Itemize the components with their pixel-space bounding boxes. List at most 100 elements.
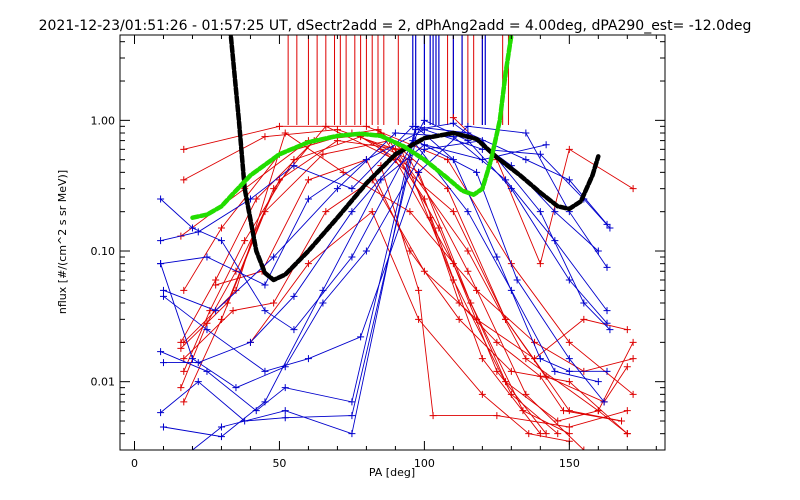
red-data-point: [618, 417, 626, 425]
blue-data-point: [600, 398, 608, 406]
blue-data-point: [290, 326, 298, 334]
blue-data-point: [194, 359, 202, 367]
red-data-point: [270, 299, 278, 307]
blue-data-point: [464, 208, 472, 216]
red-data-point: [177, 344, 185, 352]
red-data-point: [623, 407, 631, 415]
blue-data-point: [412, 126, 420, 134]
red-data-point: [507, 390, 515, 398]
red-data-point: [368, 208, 376, 216]
green-model-curve: [190, 35, 514, 220]
blue-series-line: [163, 144, 547, 438]
red-data-point: [623, 430, 631, 438]
red-data-point: [565, 430, 573, 438]
blue-data-point: [157, 348, 165, 356]
red-data-point: [304, 260, 312, 268]
blue-data-point: [565, 355, 573, 363]
red-data-point: [623, 363, 631, 371]
blue-data-point: [281, 384, 289, 392]
red-data-point: [281, 129, 289, 137]
blue-data-point: [348, 253, 356, 261]
blue-data-point: [157, 260, 165, 268]
red-data-point: [429, 412, 437, 420]
red-data-point: [455, 299, 463, 307]
red-data-point: [339, 168, 347, 176]
red-data-point: [565, 378, 573, 386]
blue-data-point: [281, 414, 289, 422]
red-data-point: [478, 355, 486, 363]
red-data-point: [464, 267, 472, 275]
blue-data-point: [391, 129, 399, 137]
blue-data-point: [188, 224, 196, 232]
blue-data-point: [212, 307, 220, 315]
red-data-point: [223, 299, 231, 307]
blue-data-point: [157, 237, 165, 245]
red-data-point: [449, 208, 457, 216]
red-data-point: [519, 407, 527, 415]
red-data-point: [415, 286, 423, 294]
red-data-point: [502, 315, 510, 323]
blue-data-point: [478, 156, 486, 164]
blue-data-point: [270, 253, 278, 261]
red-data-point: [580, 315, 588, 323]
plot-frame: [119, 34, 666, 451]
blue-data-point: [281, 407, 289, 415]
red-data-point: [629, 390, 637, 398]
blue-data-point: [594, 247, 602, 255]
red-series-line: [180, 129, 622, 422]
red-data-point: [426, 214, 434, 222]
red-data-point: [322, 208, 330, 216]
red-data-point: [594, 407, 602, 415]
blue-data-point: [246, 338, 254, 346]
blue-data-point: [536, 208, 544, 216]
blue-data-point: [159, 286, 167, 294]
red-series-line: [183, 129, 628, 435]
red-data-point: [304, 176, 312, 184]
blue-data-point: [203, 253, 211, 261]
red-data-point: [241, 237, 249, 245]
blue-data-point: [420, 141, 428, 149]
red-data-point: [415, 315, 423, 323]
blue-data-point: [157, 409, 165, 417]
red-data-point: [493, 412, 501, 420]
y-tick-label: 0.01: [91, 376, 116, 389]
blue-data-point: [606, 326, 614, 334]
red-data-point: [493, 338, 501, 346]
blue-series-line: [163, 139, 599, 383]
blue-data-point: [473, 168, 481, 176]
blue-data-point: [261, 367, 269, 375]
blue-data-point: [603, 319, 611, 327]
red-data-point: [629, 355, 637, 363]
blue-data-point: [203, 326, 211, 334]
blue-data-point: [551, 208, 559, 216]
red-data-point: [629, 338, 637, 346]
red-data-point: [623, 326, 631, 334]
blue-data-point: [551, 367, 559, 375]
blue-data-point: [362, 156, 370, 164]
red-series-line: [380, 165, 628, 428]
red-data-point: [502, 378, 510, 386]
axis-layer: 0 50 100 150 0.01 0.10 1.00: [91, 35, 665, 470]
red-data-point: [180, 145, 188, 153]
red-data-point: [542, 372, 550, 380]
red-data-point: [455, 315, 463, 323]
red-data-point: [507, 367, 515, 375]
blue-data-point: [502, 176, 510, 184]
blue-data-point: [522, 156, 530, 164]
x-axis-label: PA [deg]: [369, 466, 415, 479]
red-data-point: [319, 150, 327, 158]
red-data-point: [565, 338, 573, 346]
blue-data-point: [603, 263, 611, 271]
red-series-line: [180, 125, 634, 422]
blue-data-point: [565, 367, 573, 375]
red-data-point: [554, 430, 562, 438]
blue-data-point: [603, 307, 611, 315]
blue-data-point: [362, 247, 370, 255]
red-data-point: [560, 407, 568, 415]
blue-data-point: [217, 433, 225, 441]
red-data-point: [629, 185, 637, 193]
red-data-point: [290, 156, 298, 164]
blue-data-point: [603, 367, 611, 375]
blue-data-point: [420, 126, 428, 134]
blue-data-point: [513, 276, 521, 284]
